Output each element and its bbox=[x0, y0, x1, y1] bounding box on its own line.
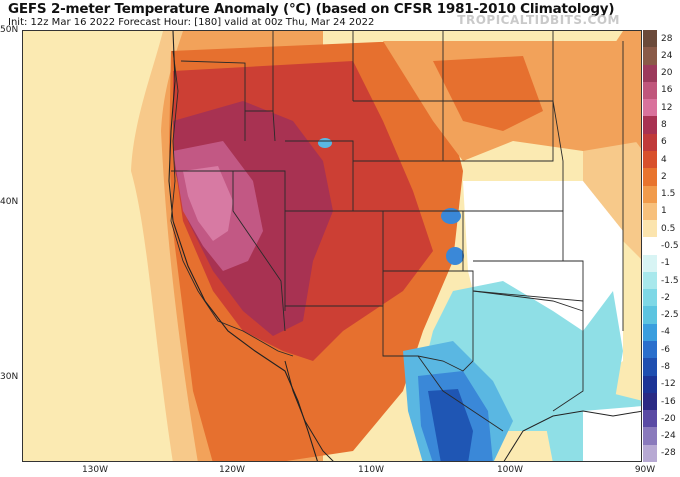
colorbar-label: 4 bbox=[661, 154, 667, 165]
lon-label-100w: 100W bbox=[496, 465, 524, 475]
colorbar-swatch bbox=[643, 271, 657, 290]
colorbar-label: 12 bbox=[661, 102, 673, 113]
colorbar-label: 1 bbox=[661, 206, 667, 217]
colorbar-swatch bbox=[643, 341, 657, 359]
colorbar-label: -1 bbox=[661, 258, 670, 269]
lon-label-90w: 90W bbox=[634, 465, 656, 475]
colorbar-swatch bbox=[643, 64, 657, 83]
colorbar-swatch bbox=[643, 99, 657, 117]
anomaly-map bbox=[22, 30, 642, 462]
colorbar-swatch bbox=[643, 237, 657, 256]
colorbar-swatch bbox=[643, 392, 657, 411]
colorbar-label: -6 bbox=[661, 344, 670, 355]
colorbar-swatch bbox=[643, 289, 657, 307]
upper-midwest-light-orange bbox=[583, 141, 641, 259]
gulf-coastline bbox=[503, 410, 641, 461]
colorbar-label: -8 bbox=[661, 361, 670, 372]
colorbar bbox=[643, 30, 657, 463]
colorbar-label: -16 bbox=[661, 396, 676, 407]
colorbar-swatch bbox=[643, 47, 657, 66]
colorbar-label: -28 bbox=[661, 448, 676, 459]
colorbar-swatch bbox=[643, 168, 657, 186]
mexico-dark-blue bbox=[428, 389, 473, 461]
colorbar-swatch bbox=[643, 150, 657, 169]
forecast-subtitle: Init: 12z Mar 16 2022 Forecast Hour: [18… bbox=[8, 17, 375, 28]
colorbar-label: -2 bbox=[661, 292, 670, 303]
colorbar-swatch bbox=[643, 306, 657, 325]
colorbar-swatch bbox=[643, 81, 657, 100]
colorbar-swatch bbox=[643, 358, 657, 377]
colorbar-label: 1.5 bbox=[661, 189, 676, 200]
colorbar-label: -20 bbox=[661, 413, 676, 424]
colorbar-label: -24 bbox=[661, 431, 676, 442]
lat-label-40n: 40N bbox=[0, 197, 19, 207]
lat-label-50n: 50N bbox=[0, 25, 19, 35]
lon-label-110w: 110W bbox=[357, 465, 385, 475]
colorbar-label: 2 bbox=[661, 171, 667, 182]
lat-label-30n: 30N bbox=[0, 372, 19, 382]
colorbar-swatch bbox=[643, 323, 657, 342]
lon-label-120w: 120W bbox=[218, 465, 246, 475]
colorbar-label: 28 bbox=[661, 33, 673, 44]
colorbar-label: -4 bbox=[661, 327, 670, 338]
colorbar-label: 16 bbox=[661, 85, 673, 96]
colorbar-label: -1.5 bbox=[661, 275, 679, 286]
colorbar-swatch bbox=[643, 133, 657, 152]
colorbar-label: 24 bbox=[661, 50, 673, 61]
new-mexico-cold-spot bbox=[446, 247, 464, 265]
colorbar-label: -0.5 bbox=[661, 241, 679, 251]
colorbar-swatch bbox=[643, 116, 657, 135]
colorbar-label: 8 bbox=[661, 120, 667, 131]
pacific-coastline bbox=[168, 31, 318, 461]
boundary-lines bbox=[170, 31, 624, 432]
colorbar-swatch bbox=[643, 410, 657, 428]
lon-label-130w: 130W bbox=[81, 465, 109, 475]
california-light-pink bbox=[183, 166, 233, 241]
colorbar-swatch bbox=[643, 375, 657, 394]
map-title: GEFS 2-meter Temperature Anomaly (°C) (b… bbox=[8, 1, 615, 17]
colorbar-swatch bbox=[643, 30, 657, 48]
colorbar-swatch bbox=[643, 202, 657, 221]
colorbar-swatch bbox=[643, 185, 657, 204]
colorbar-label: -2.5 bbox=[661, 310, 679, 321]
colorbar-swatch bbox=[643, 444, 657, 463]
colorbar-label: -12 bbox=[661, 379, 676, 390]
colorado-cold-spot bbox=[441, 208, 461, 224]
baja-coastline bbox=[284, 360, 334, 461]
colorbar-swatch bbox=[643, 427, 657, 446]
gulf-neutral bbox=[583, 406, 641, 461]
source-watermark: TROPICALTIDBITS.COM bbox=[457, 13, 620, 27]
colorbar-swatch bbox=[643, 220, 657, 238]
montana-cold-spot bbox=[318, 138, 332, 148]
east-coast-orange bbox=[603, 31, 641, 149]
colorbar-label: 6 bbox=[661, 137, 667, 148]
colorbar-swatch bbox=[643, 254, 657, 273]
colorbar-label: 0.5 bbox=[661, 223, 676, 234]
colorbar-label: 20 bbox=[661, 68, 673, 79]
northern-plains-deep-orange bbox=[433, 56, 543, 131]
